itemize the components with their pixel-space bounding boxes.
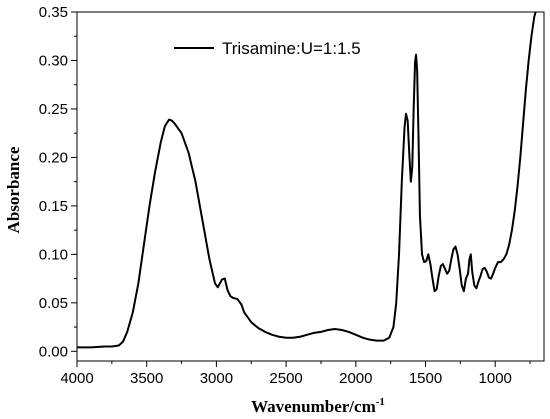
- x-tick-label: 1500: [409, 370, 442, 387]
- x-tick-label: 1000: [479, 370, 512, 387]
- y-tick-label: 0.05: [39, 295, 68, 312]
- x-tick-label: 2500: [269, 370, 302, 387]
- x-tick-label: 2000: [339, 370, 372, 387]
- x-tick-label: 4000: [60, 370, 93, 387]
- y-tick-label: 0.15: [39, 198, 68, 215]
- plot-frame: [76, 11, 545, 362]
- legend: Trisamine:U=1:1.5: [174, 39, 361, 58]
- y-tick-label: 0.20: [39, 149, 68, 166]
- y-tick-label: 0.00: [39, 343, 68, 360]
- y-axis-title: Absorbance: [4, 146, 23, 233]
- plot-border: [76, 11, 545, 362]
- series-layer: [77, 11, 537, 349]
- x-tick-label: 3500: [130, 370, 163, 387]
- y-tick-label: 0.35: [39, 4, 68, 21]
- series-line: [77, 11, 537, 349]
- y-axis: 0.00 0.05 0.10 0.15 0.20 0.25 0.30 0.35: [39, 4, 77, 360]
- x-axis-title: Wavenumber/cm-1: [251, 396, 385, 416]
- legend-label: Trisamine:U=1:1.5: [222, 39, 361, 58]
- x-tick-label: 3000: [200, 370, 233, 387]
- y-tick-label: 0.10: [39, 246, 68, 263]
- x-axis: 4000 3500 3000 2500 2000 1500 1000: [60, 361, 531, 387]
- y-tick-label: 0.25: [39, 101, 68, 118]
- y-tick-label: 0.30: [39, 52, 68, 69]
